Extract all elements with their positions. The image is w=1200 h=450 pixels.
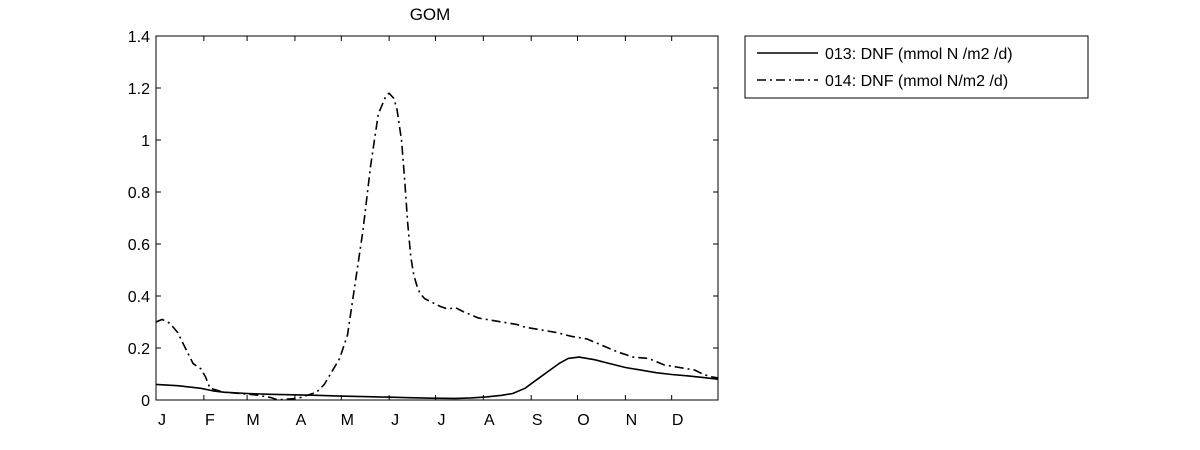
- plot-area: [155, 35, 719, 401]
- plot-frame: [155, 35, 719, 401]
- series-line-1: [155, 356, 719, 400]
- y-tick-label: 1.2: [128, 81, 150, 98]
- y-tick-label: 0.2: [128, 341, 150, 358]
- y-tick-label: 0.6: [128, 237, 150, 254]
- x-tick-label: J: [437, 412, 445, 429]
- y-tick-label: 0: [141, 393, 150, 410]
- y-tick-label: 0.4: [128, 289, 150, 306]
- x-tick-label: J: [391, 412, 399, 429]
- x-tick-label: F: [205, 412, 215, 429]
- x-tick-label: O: [577, 412, 589, 429]
- legend-label-2: 014: DNF (mmol N/m2 /d): [825, 73, 1008, 90]
- y-tick-label: 1: [141, 133, 150, 150]
- y-tick-label: 0.8: [128, 185, 150, 202]
- x-tick-label: M: [246, 412, 259, 429]
- x-tick-label: N: [626, 412, 638, 429]
- series-layer: [155, 92, 719, 401]
- x-tick-label: A: [484, 412, 495, 429]
- legend-label-1: 013: DNF (mmol N /m2 /d): [825, 46, 1013, 63]
- x-tick-label: A: [296, 412, 307, 429]
- legend: 013: DNF (mmol N /m2 /d) 014: DNF (mmol N…: [744, 35, 1089, 99]
- y-axis: 0 0.2 0.4 0.6 0.8 1 1.2 1.4: [128, 29, 718, 410]
- series-line-2: [155, 92, 719, 401]
- x-tick-label: M: [341, 412, 354, 429]
- y-tick-label: 1.4: [128, 29, 150, 46]
- x-tick-label: J: [158, 412, 166, 429]
- x-tick-label: D: [672, 412, 684, 429]
- legend-box: [744, 35, 1089, 99]
- x-tick-label: S: [532, 412, 543, 429]
- chart-title: GOM: [410, 5, 451, 24]
